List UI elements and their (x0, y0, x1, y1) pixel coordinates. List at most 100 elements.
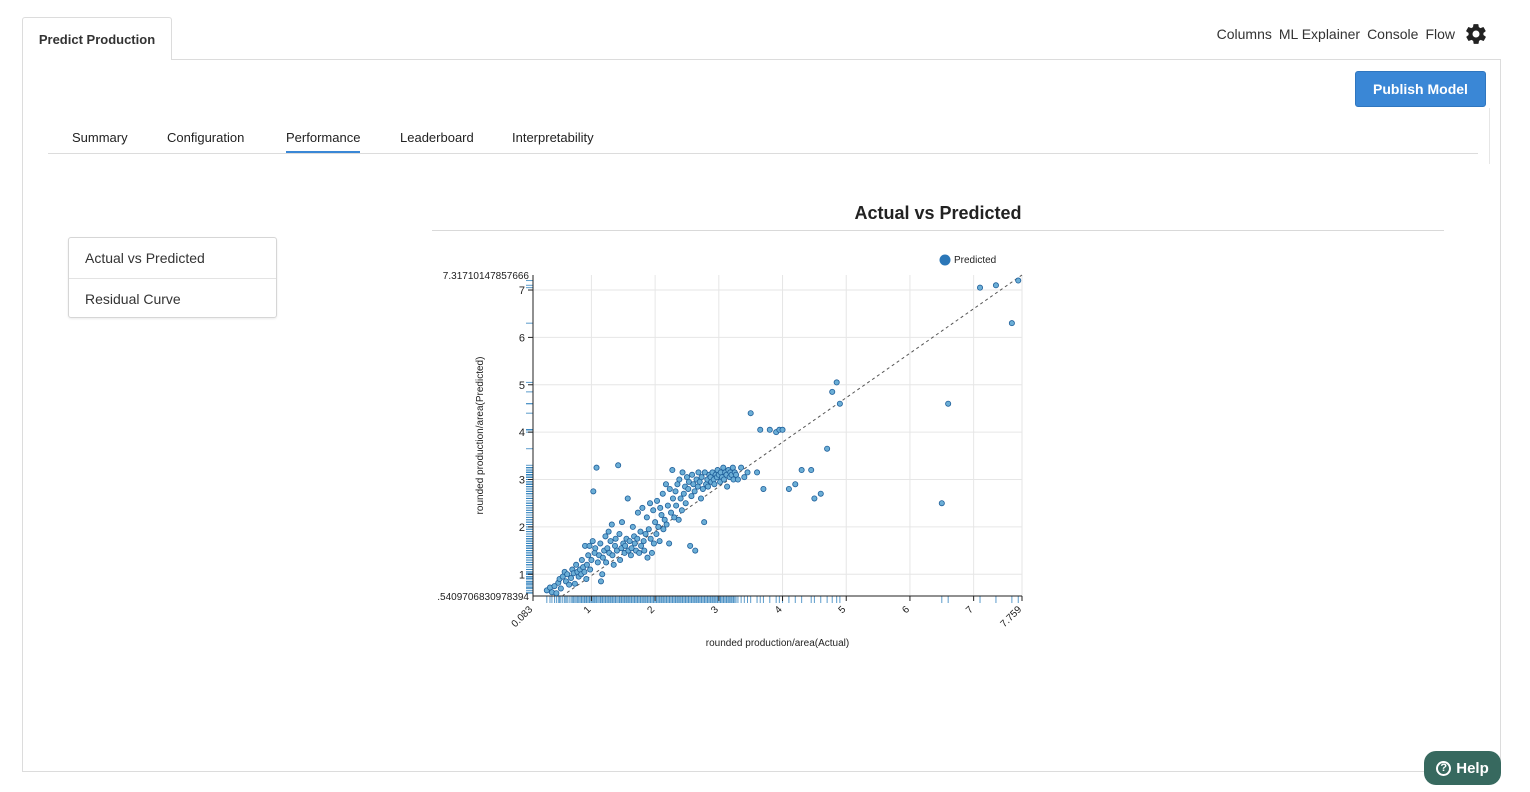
data-point (618, 519, 625, 526)
data-point (687, 542, 694, 549)
data-point (697, 495, 704, 502)
data-point (836, 400, 843, 407)
data-point (685, 485, 692, 492)
data-point (659, 490, 666, 497)
data-point (945, 400, 952, 407)
nav-columns[interactable]: Columns (1216, 26, 1272, 42)
data-point (669, 495, 676, 502)
chart-selector: Actual vs Predicted Residual Curve (68, 237, 277, 318)
data-point (657, 504, 664, 511)
data-point (650, 540, 657, 547)
data-point (652, 519, 659, 526)
data-point (650, 507, 657, 514)
nav-console[interactable]: Console (1367, 26, 1419, 42)
data-point (634, 535, 641, 542)
data-point (682, 500, 689, 507)
x-tick-label: 7.759 (999, 604, 1025, 630)
actual-vs-predicted-chart: 0.083 1 2 3 4 5 6 7 7.759 1 2 3 4 5 6 7 7.31710147857666… (437, 254, 1025, 649)
data-point (605, 528, 612, 535)
data-point (811, 495, 818, 502)
data-point (617, 557, 624, 564)
data-point (689, 471, 696, 478)
data-point (653, 530, 660, 537)
gear-icon[interactable] (1464, 22, 1488, 46)
nav-ml-explainer[interactable]: ML Explainer (1278, 26, 1361, 42)
data-point (643, 514, 650, 521)
data-point (624, 495, 631, 502)
menu-residual-curve[interactable]: Residual Curve (69, 278, 276, 319)
data-point (603, 559, 610, 566)
y-tick-label: 2 (519, 522, 525, 534)
tab-interpretability[interactable]: Interpretability (512, 130, 594, 145)
data-point (599, 571, 606, 578)
data-point (701, 469, 708, 476)
data-point (663, 521, 670, 528)
chart-title-divider (432, 230, 1444, 231)
data-point (553, 590, 560, 597)
data-point (583, 575, 590, 582)
tab-configuration[interactable]: Configuration (167, 130, 245, 145)
nav-flow[interactable]: Flow (1425, 26, 1455, 42)
y-axis-label: rounded production/area(Predicted) (475, 357, 486, 515)
publish-model-button[interactable]: Publish Model (1355, 71, 1486, 107)
data-point (658, 512, 665, 519)
help-label: Help (1456, 759, 1489, 777)
data-point (597, 578, 604, 585)
x-tick-label: 4 (773, 604, 785, 616)
data-point (628, 545, 635, 552)
data-point (829, 388, 836, 395)
data-point (631, 540, 638, 547)
tab-performance[interactable]: Performance (286, 130, 361, 153)
x-tick-label: 1 (582, 604, 594, 616)
y-tick-label: 7 (519, 285, 525, 297)
data-point (992, 282, 999, 289)
data-point (669, 467, 676, 474)
data-point (639, 504, 646, 511)
data-point (792, 481, 799, 488)
main-panel (22, 59, 1501, 772)
data-point (655, 523, 662, 530)
data-point (566, 581, 573, 588)
data-point (647, 535, 654, 542)
data-point (610, 561, 617, 568)
data-point (634, 509, 641, 516)
data-point (592, 545, 599, 552)
data-point (678, 507, 685, 514)
data-point (551, 583, 558, 590)
data-point (779, 426, 786, 433)
tab-leaderboard[interactable]: Leaderboard (400, 130, 474, 145)
data-point (612, 535, 619, 542)
data-point (760, 485, 767, 492)
y-max-label: 7.31710147857666 (443, 271, 530, 282)
data-point (609, 552, 616, 559)
data-point (587, 566, 594, 573)
data-point (608, 521, 615, 528)
data-point (597, 540, 604, 547)
x-tick-label: 5 (837, 604, 849, 616)
y-tick-label: 4 (519, 427, 525, 439)
help-icon: ? (1436, 760, 1452, 776)
data-point (668, 509, 675, 516)
data-point (699, 485, 706, 492)
data-point (677, 495, 684, 502)
data-point (676, 476, 683, 483)
data-point (590, 488, 597, 495)
data-point (585, 552, 592, 559)
data-point (599, 554, 606, 561)
data-point (1015, 277, 1022, 284)
data-point (616, 530, 623, 537)
data-point (808, 467, 815, 474)
data-point (817, 490, 824, 497)
data-point (629, 523, 636, 530)
data-point (622, 542, 629, 549)
data-point (711, 481, 718, 488)
data-point (666, 485, 673, 492)
data-point (607, 538, 614, 545)
data-point (695, 469, 702, 476)
help-button[interactable]: ? Help (1424, 751, 1501, 785)
data-point (588, 557, 595, 564)
predict-production-tab[interactable]: Predict Production (22, 17, 172, 60)
menu-actual-vs-predicted[interactable]: Actual vs Predicted (85, 250, 205, 266)
data-point (615, 462, 622, 469)
tab-summary[interactable]: Summary (72, 130, 128, 145)
